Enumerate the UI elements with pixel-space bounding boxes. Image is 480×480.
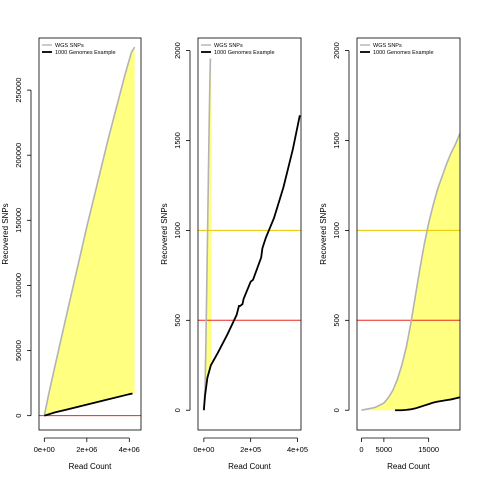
y-tick-label: 500 bbox=[173, 314, 182, 327]
genomes-1000-line bbox=[395, 396, 460, 412]
x-tick-label: 4e+06 bbox=[119, 445, 140, 454]
x-tick-label: 0e+00 bbox=[34, 445, 55, 454]
y-tick-label: 500 bbox=[332, 314, 341, 327]
y-axis-label: Recovered SNPs bbox=[319, 203, 328, 264]
legend-box bbox=[357, 38, 421, 59]
legend-label: 1000 Genomes Example bbox=[55, 50, 116, 56]
y-tick-label: 1500 bbox=[332, 132, 341, 149]
y-tick-label: 100000 bbox=[14, 273, 23, 298]
legend-box bbox=[198, 38, 262, 59]
plot-area bbox=[198, 38, 301, 411]
legend-label: 1000 Genomes Example bbox=[373, 50, 434, 56]
y-tick-label: 150000 bbox=[14, 208, 23, 233]
y-tick-label: 2000 bbox=[173, 42, 182, 59]
x-tick-label: 2e+05 bbox=[240, 445, 261, 454]
legend-label: 1000 Genomes Example bbox=[214, 50, 275, 56]
y-tick-label: 1500 bbox=[173, 132, 182, 149]
plot-frame bbox=[38, 37, 142, 431]
panel-2: 0e+00 2e+05 4e+05 0 500 1000 1500 2000 Read Coun… bbox=[160, 37, 308, 471]
x-axis-label: Read Count bbox=[69, 462, 112, 471]
x-tick-label: 0 bbox=[359, 445, 363, 454]
plot-area bbox=[39, 46, 141, 417]
panel-3: 0 5000 15000 0 500 1000 1500 2000 Read Count Reco… bbox=[319, 37, 461, 471]
wgs-snps-line bbox=[43, 46, 136, 416]
legend-label: WGS SNPs bbox=[55, 43, 84, 49]
wgs-snps-line bbox=[361, 132, 460, 412]
wgs-area-fill bbox=[361, 133, 460, 411]
x-tick-label: 4e+05 bbox=[287, 445, 308, 454]
x-tick-label: 2e+06 bbox=[76, 445, 97, 454]
y-tick-label: 0 bbox=[173, 408, 182, 412]
y-axis-label: Recovered SNPs bbox=[1, 203, 10, 264]
y-axis-label: Recovered SNPs bbox=[160, 203, 169, 264]
y-tick-label: 50000 bbox=[14, 340, 23, 361]
plot-frame bbox=[197, 37, 302, 431]
y-tick-label: 0 bbox=[14, 414, 23, 418]
y-tick-label: 2000 bbox=[332, 42, 341, 59]
plot-area bbox=[357, 132, 460, 412]
x-axis-label: Read Count bbox=[387, 462, 430, 471]
y-tick-label: 1000 bbox=[173, 222, 182, 239]
legend-box bbox=[39, 38, 103, 59]
y-tick-label: 1000 bbox=[332, 222, 341, 239]
x-axis-label: Read Count bbox=[228, 462, 271, 471]
wgs-area-fill bbox=[44, 47, 135, 416]
panel-1: 0e+00 2e+06 4e+06 0 50000 100000 150000 200000 2… bbox=[1, 37, 142, 471]
plot-frame bbox=[356, 37, 461, 431]
x-tick-label: 0e+00 bbox=[193, 445, 214, 454]
legend-label: WGS SNPs bbox=[373, 43, 402, 49]
x-tick-label: 15000 bbox=[418, 445, 439, 454]
y-tick-label: 200000 bbox=[14, 143, 23, 168]
y-tick-label: 0 bbox=[332, 408, 341, 412]
x-tick-label: 5000 bbox=[376, 445, 393, 454]
genomes-1000-line bbox=[44, 392, 133, 417]
legend-label: WGS SNPs bbox=[214, 43, 243, 49]
genomes-1000-line bbox=[202, 115, 301, 411]
y-tick-label: 250000 bbox=[14, 78, 23, 103]
